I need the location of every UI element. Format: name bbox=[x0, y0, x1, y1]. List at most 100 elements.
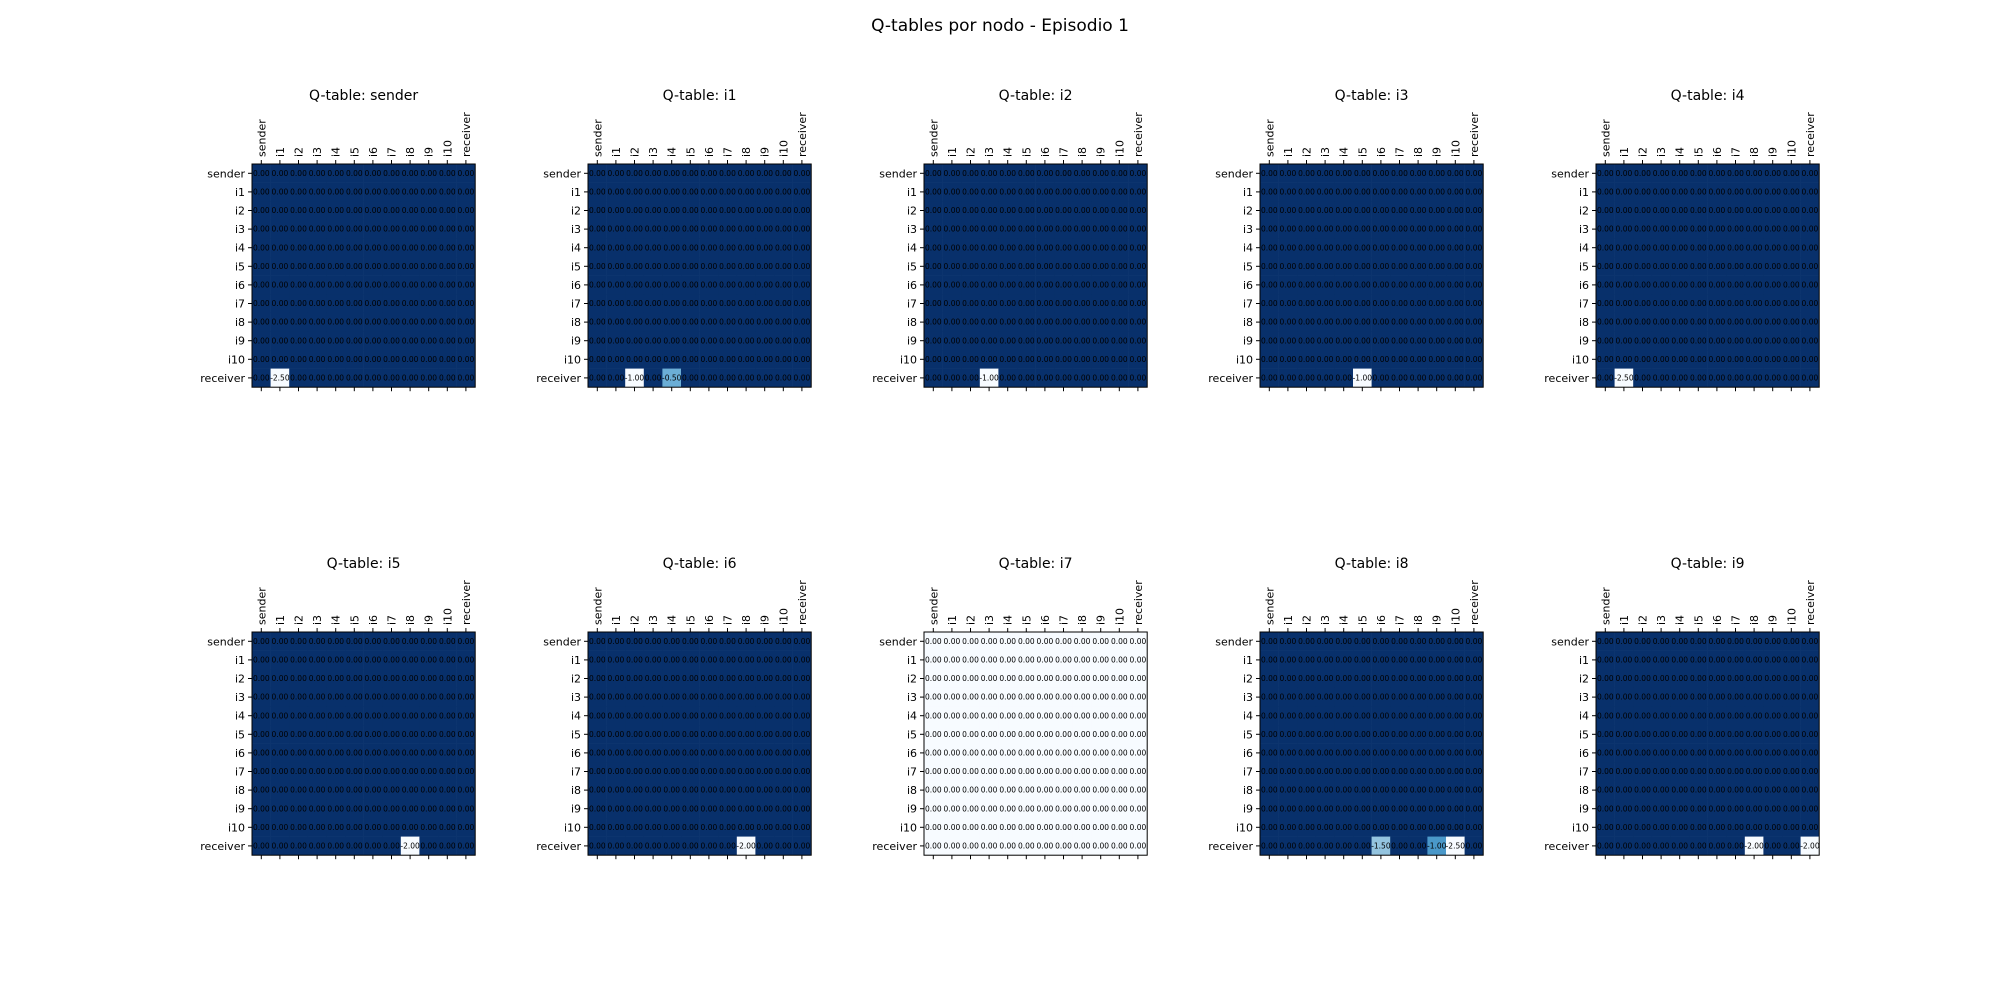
cell-value-label: 0.00 bbox=[1764, 711, 1781, 720]
heatmap-cell bbox=[1035, 368, 1055, 388]
cell-value-label: 0.00 bbox=[420, 711, 437, 720]
cell-value-label: 0.00 bbox=[439, 842, 456, 851]
heatmap-cell bbox=[699, 799, 719, 819]
cell-value-label: 0.00 bbox=[1690, 730, 1707, 739]
cell-value-label: 0.00 bbox=[1092, 730, 1109, 739]
heatmap-cell bbox=[625, 632, 645, 651]
cell-value-label: 0.00 bbox=[402, 206, 419, 215]
heatmap-cell bbox=[736, 650, 756, 670]
heatmap-cell bbox=[699, 257, 719, 276]
heatmap-cell bbox=[718, 799, 738, 819]
cell-value-label: 0.00 bbox=[1634, 243, 1651, 252]
heatmap-cell bbox=[961, 368, 981, 388]
cell-value-label: 0.00 bbox=[1130, 693, 1147, 702]
cell-value-label: 0.00 bbox=[663, 318, 680, 327]
heatmap-cell bbox=[979, 706, 999, 726]
heatmap-cell bbox=[1128, 650, 1148, 670]
heatmap-cell bbox=[1278, 219, 1298, 239]
cell-value-label: 0.00 bbox=[701, 355, 718, 364]
row-tick-label: i3 bbox=[907, 691, 917, 704]
heatmap-cell bbox=[289, 780, 309, 800]
cell-value-label: 0.00 bbox=[1317, 355, 1334, 364]
heatmap-cell bbox=[588, 799, 607, 819]
cell-value-label: 0.00 bbox=[1074, 225, 1091, 234]
heatmap-cell bbox=[382, 350, 402, 369]
cell-value-label: 0.00 bbox=[383, 318, 400, 327]
cell-value-label: 0.00 bbox=[1037, 674, 1054, 683]
cell-value-label: 0.00 bbox=[272, 188, 289, 197]
cell-value-label: 0.00 bbox=[1055, 730, 1072, 739]
col-tick-label: i6 bbox=[367, 615, 380, 625]
heatmap-cell bbox=[1633, 219, 1653, 239]
heatmap-cell bbox=[588, 275, 607, 295]
heatmap-cell bbox=[662, 201, 682, 221]
cell-value-label: 0.00 bbox=[1709, 637, 1726, 646]
heatmap-cell bbox=[1800, 312, 1820, 332]
cell-value-label: 0.00 bbox=[1410, 169, 1427, 178]
cell-value-label: 0.00 bbox=[1074, 693, 1091, 702]
heatmap-cell bbox=[419, 201, 439, 221]
heatmap-cell bbox=[1464, 650, 1484, 670]
cell-value-label: 0.00 bbox=[626, 693, 643, 702]
cell-value-label: 0.00 bbox=[589, 637, 606, 646]
cell-value-label: 0.00 bbox=[589, 318, 606, 327]
heatmap-cell bbox=[1035, 762, 1055, 782]
heatmap-cell bbox=[755, 762, 775, 782]
cell-value-label: 0.00 bbox=[925, 225, 942, 234]
cell-value-label: 0.00 bbox=[1335, 374, 1352, 383]
heatmap-cell bbox=[774, 725, 793, 744]
heatmap-cell bbox=[438, 331, 457, 351]
heatmap-cell bbox=[588, 219, 607, 239]
cell-value-label: 0.00 bbox=[1037, 730, 1054, 739]
cell-value-label: 0.00 bbox=[309, 262, 326, 271]
heatmap-cell bbox=[270, 669, 290, 689]
heatmap-cell bbox=[1726, 725, 1746, 744]
heatmap-cell bbox=[1072, 294, 1092, 314]
heatmap-cell bbox=[1800, 669, 1820, 689]
cell-value-label: 0.00 bbox=[756, 693, 773, 702]
heatmap-cell bbox=[755, 780, 775, 800]
cell-value-label: 0.00 bbox=[402, 355, 419, 364]
cell-value-label: 0.00 bbox=[1111, 355, 1128, 364]
heatmap-cell bbox=[755, 182, 775, 202]
cell-value-label: 0.00 bbox=[1354, 730, 1371, 739]
cell-value-label: 0.00 bbox=[1018, 374, 1035, 383]
heatmap-cell bbox=[326, 201, 346, 221]
cell-value-label: 0.00 bbox=[1671, 336, 1688, 345]
heatmap-cell bbox=[456, 669, 476, 689]
heatmap-cell bbox=[1633, 350, 1653, 369]
cell-value-label: 0.00 bbox=[1373, 188, 1390, 197]
cell-value-label: 0.00 bbox=[1634, 355, 1651, 364]
cell-value-label: 0.00 bbox=[1391, 262, 1408, 271]
heatmap-cell bbox=[382, 219, 402, 239]
heatmap-cell bbox=[1334, 201, 1354, 221]
heatmap-cell bbox=[363, 743, 383, 763]
heatmap-cell bbox=[979, 818, 999, 837]
cell-value-label: 0.00 bbox=[272, 281, 289, 290]
heatmap-title: Q-table: i3 bbox=[1335, 88, 1409, 104]
cell-value-label: 0.00 bbox=[439, 262, 456, 271]
heatmap-cell bbox=[1035, 182, 1055, 202]
cell-value-label: 0.00 bbox=[1261, 786, 1278, 795]
heatmap-cell bbox=[942, 275, 962, 295]
cell-value-label: 0.00 bbox=[1764, 637, 1781, 646]
heatmap-cell bbox=[681, 219, 700, 239]
heatmap-title: Q-table: sender bbox=[309, 88, 418, 104]
heatmap-cell bbox=[307, 669, 327, 689]
col-tick-label: receiver bbox=[1468, 580, 1481, 625]
heatmap-cell bbox=[998, 275, 1018, 295]
heatmap-cell bbox=[1408, 294, 1428, 314]
heatmap-cell bbox=[1315, 182, 1335, 202]
cell-value-label: 0.00 bbox=[1391, 206, 1408, 215]
heatmap-cell bbox=[942, 201, 962, 221]
col-tick-label: i5 bbox=[348, 147, 361, 157]
heatmap-cell bbox=[1260, 350, 1279, 369]
heatmap-cell bbox=[345, 368, 364, 388]
cell-value-label: 0.00 bbox=[1074, 656, 1091, 665]
heatmap-cell bbox=[979, 762, 999, 782]
cell-value-label: 0.00 bbox=[1410, 336, 1427, 345]
cell-value-label: 0.00 bbox=[1410, 749, 1427, 758]
heatmap-cell bbox=[270, 687, 290, 707]
heatmap-cell bbox=[1091, 687, 1111, 707]
cell-value-label: 0.00 bbox=[944, 336, 961, 345]
